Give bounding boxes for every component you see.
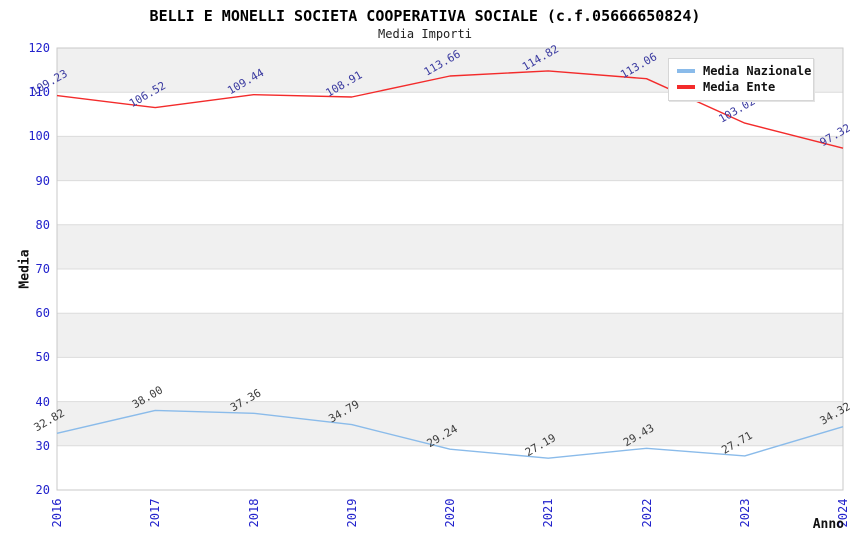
x-tick-label: 2021 xyxy=(541,498,556,528)
media-ente-line-swatch xyxy=(677,85,695,89)
x-tick-label: 2018 xyxy=(246,498,261,528)
x-tick-label: 2020 xyxy=(443,498,457,528)
y-tick-label: 90 xyxy=(35,173,50,188)
chart-subtitle: Media Importi xyxy=(378,27,472,41)
x-tick-label: 2022 xyxy=(639,498,654,528)
y-tick-label: 100 xyxy=(28,129,50,144)
legend: Media Nazionale Media Ente xyxy=(668,58,814,101)
y-tick-label: 60 xyxy=(35,306,50,321)
plot-band xyxy=(57,180,843,225)
plot-band xyxy=(57,224,843,269)
y-tick-label: 30 xyxy=(35,438,50,453)
y-tick-label: 20 xyxy=(35,483,50,497)
x-axis-title: Anno xyxy=(812,517,844,532)
y-tick-label: 120 xyxy=(28,41,50,55)
x-tick-label: 2016 xyxy=(50,498,64,528)
plot-border xyxy=(56,47,844,491)
legend-label-media-nazionale: Media Nazionale xyxy=(703,64,812,78)
y-tick-label: 40 xyxy=(35,394,50,409)
plot-band xyxy=(57,136,843,181)
chart-title: BELLI E MONELLI SOCIETA COOPERATIVA SOCI… xyxy=(149,7,701,25)
x-tick-label: 2017 xyxy=(148,498,163,528)
x-tick-label: 2019 xyxy=(344,498,359,528)
plot-band xyxy=(57,269,843,314)
media-nazionale-line-swatch xyxy=(677,69,695,73)
media-nazionale-line xyxy=(56,409,844,459)
y-tick-label: 50 xyxy=(35,350,50,365)
plot-band xyxy=(57,357,843,402)
plot-band xyxy=(57,401,843,446)
legend-label-media-ente: Media Ente xyxy=(703,80,776,94)
y-tick-label: 70 xyxy=(35,262,50,276)
y-tick-label: 110 xyxy=(28,85,50,100)
legend-item-media-nazionale: Media Nazionale xyxy=(677,63,811,79)
y-tick-label: 80 xyxy=(35,217,50,232)
x-tick-label: 2023 xyxy=(737,498,752,528)
plot-band xyxy=(57,313,843,358)
legend-item-media-ente: Media Ente xyxy=(677,79,805,95)
media-ente-line xyxy=(56,70,844,149)
